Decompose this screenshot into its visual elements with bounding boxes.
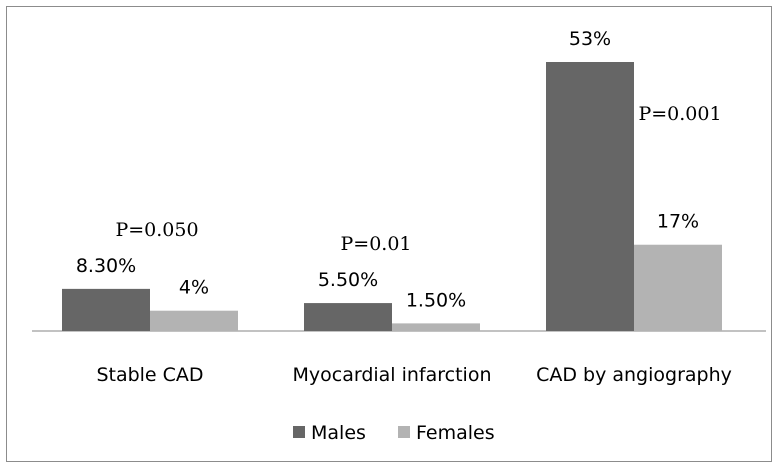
legend-label-males: Males <box>311 422 366 444</box>
data-label-females-1: 4% <box>179 277 209 299</box>
bar-females-2 <box>392 323 480 331</box>
legend-swatch-females <box>398 426 410 438</box>
data-label-males-1: 8.30% <box>76 255 136 277</box>
category-label-3: CAD by angiography <box>536 364 732 386</box>
data-label-females-2: 1.50% <box>406 289 466 311</box>
category-label-1: Stable CAD <box>96 364 203 386</box>
data-label-males-2: 5.50% <box>318 269 378 291</box>
p-value-1: P=0.050 <box>115 219 198 241</box>
bar-females-1 <box>150 310 238 331</box>
bar-males-3 <box>546 62 634 331</box>
p-value-3: P=0.001 <box>638 103 721 125</box>
legend-swatch-males <box>293 426 305 438</box>
legend-label-females: Females <box>416 422 495 444</box>
data-label-females-3: 17% <box>657 211 699 233</box>
category-label-2: Myocardial infarction <box>292 364 491 386</box>
chart-frame <box>6 6 772 462</box>
p-value-2: P=0.01 <box>340 233 411 255</box>
bar-females-3 <box>634 244 722 331</box>
bar-males-1 <box>62 288 150 331</box>
bar-males-2 <box>304 303 392 331</box>
data-label-males-3: 53% <box>569 28 611 50</box>
